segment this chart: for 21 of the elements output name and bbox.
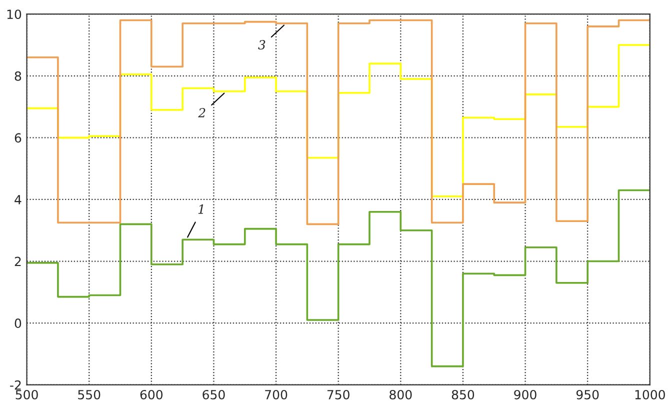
x-tick-label: 1000	[635, 390, 665, 400]
x-tick-label: 650	[202, 390, 225, 400]
y-tick-label: 6	[14, 133, 22, 143]
x-tick-label: 700	[265, 390, 288, 400]
x-tick-label: 850	[452, 390, 474, 400]
y-tick-label: 2	[14, 256, 21, 266]
annotation: 2	[198, 108, 206, 118]
x-tick-label: 550	[78, 390, 100, 400]
annotation: 1	[198, 204, 204, 214]
y-tick-label: 8	[14, 71, 22, 81]
y-tick-label: -2	[10, 380, 21, 390]
x-tick-label: 600	[140, 390, 163, 400]
y-tick-label: 0	[14, 318, 22, 328]
y-tick-label: 10	[7, 10, 22, 20]
x-tick-label: 900	[514, 390, 536, 400]
annotation: 3	[258, 40, 266, 50]
x-tick-label: 500	[16, 390, 38, 400]
x-tick-label: 800	[390, 390, 412, 400]
x-tick-label: 750	[327, 390, 350, 400]
x-tick-label: 950	[576, 390, 599, 400]
y-tick-label: 4	[14, 195, 22, 204]
